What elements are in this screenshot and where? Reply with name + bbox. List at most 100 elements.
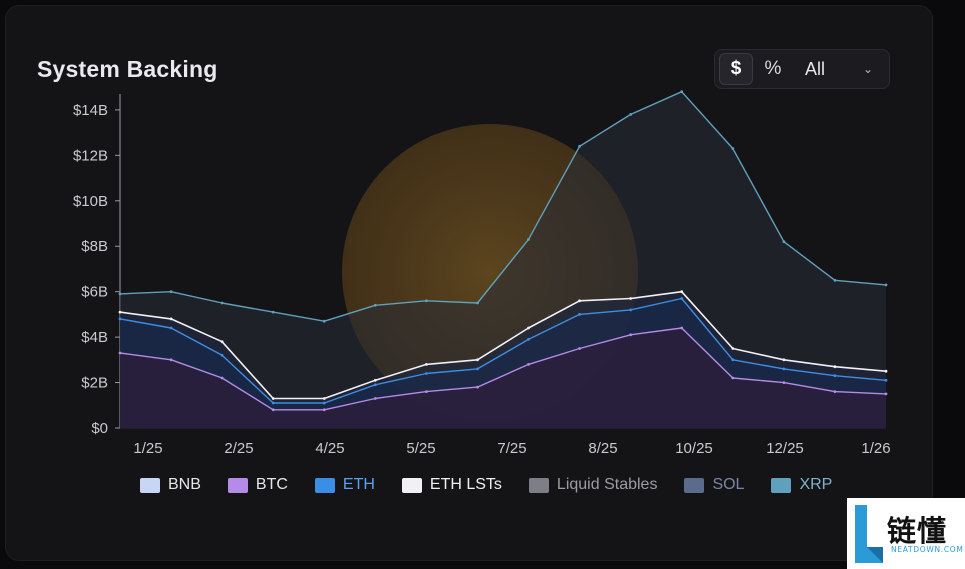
point-eth-lsts: [476, 358, 479, 362]
point-eth-lsts: [731, 347, 735, 350]
legend-label: Liquid Stables: [556, 476, 658, 493]
dollar-toggle-button[interactable]: $: [719, 53, 753, 85]
point-btc: [169, 358, 173, 362]
line-eth: [119, 297, 887, 404]
point-eth: [220, 353, 224, 357]
point-xrp: [731, 147, 735, 150]
point-eth: [373, 383, 377, 387]
logo-text: 链懂: [887, 514, 948, 548]
point-eth: [425, 372, 428, 375]
point-eth-lsts: [782, 358, 786, 362]
legend-item-liquid-stables[interactable]: Liquid Stables: [528, 476, 658, 494]
chart-legend: BNB BTC ETH ETH LSTs Liquid Stables SOL XRP: [140, 476, 832, 494]
y-tick-label: $6B: [81, 284, 108, 301]
y-tick-label: $10B: [73, 193, 108, 210]
point-xrp: [884, 283, 888, 287]
point-xrp: [322, 319, 326, 323]
legend-label: SOL: [712, 476, 745, 493]
legend-item-sol[interactable]: SOL: [684, 476, 744, 494]
point-xrp: [476, 301, 479, 305]
legend-item-btc[interactable]: BTC: [227, 476, 288, 494]
point-btc: [425, 390, 428, 393]
point-eth-lsts: [527, 326, 530, 330]
point-xrp: [220, 301, 224, 305]
point-btc: [629, 333, 633, 337]
point-xrp: [169, 290, 173, 294]
chevron-down-icon: ⌄: [862, 62, 873, 76]
point-eth-lsts: [884, 369, 888, 373]
point-eth: [731, 358, 735, 362]
legend-label: BTC: [255, 476, 288, 493]
point-xrp: [578, 144, 581, 148]
line-xrp: [119, 91, 887, 322]
point-btc: [527, 363, 530, 366]
point-btc: [578, 347, 581, 350]
y-tick-label: $0: [91, 420, 108, 437]
x-tick-label: 10/25: [675, 440, 713, 457]
point-eth-lsts: [118, 310, 122, 314]
legend-item-xrp[interactable]: XRP: [771, 476, 832, 494]
line-btc: [119, 327, 887, 411]
point-btc: [118, 351, 122, 355]
x-tick-label: 7/25: [497, 440, 526, 457]
point-xrp: [271, 310, 275, 314]
logo-mark-icon: [855, 505, 883, 563]
point-eth-lsts: [373, 378, 377, 382]
point-eth-lsts: [169, 317, 173, 321]
point-eth: [527, 338, 530, 341]
legend-item-eth-lsts[interactable]: ETH LSTs: [401, 476, 502, 494]
legend-item-eth[interactable]: ETH: [314, 476, 375, 494]
point-xrp: [118, 292, 122, 296]
point-eth: [833, 374, 837, 378]
x-tick-label: 5/25: [406, 440, 435, 457]
point-eth: [169, 326, 173, 330]
y-tick-label: $2B: [81, 375, 108, 392]
point-xrp: [680, 90, 684, 94]
point-eth: [884, 378, 888, 382]
x-tick-label: 2/25: [224, 440, 253, 457]
chart-controls: $ % All ⌄: [714, 49, 890, 89]
point-eth-lsts: [833, 365, 837, 369]
range-select-value: All: [805, 58, 826, 79]
point-eth: [629, 308, 633, 312]
point-eth-lsts: [322, 397, 326, 400]
x-tick-label: 12/25: [766, 440, 804, 457]
point-btc: [680, 326, 684, 330]
point-eth: [118, 317, 122, 321]
point-btc: [220, 376, 224, 380]
point-eth: [322, 401, 326, 405]
x-tick-label: 1/25: [133, 440, 162, 457]
legend-label: ETH LSTs: [429, 476, 502, 493]
point-btc: [884, 392, 888, 396]
legend-swatch: [140, 477, 160, 493]
y-tick-label: $12B: [73, 147, 108, 164]
point-eth: [680, 297, 684, 300]
legend-swatch: [401, 477, 422, 493]
range-select[interactable]: All ⌄: [793, 53, 885, 85]
point-btc: [271, 408, 275, 412]
point-btc: [833, 390, 837, 393]
point-btc: [782, 381, 786, 384]
point-btc: [731, 376, 735, 380]
legend-label: ETH: [342, 476, 375, 493]
neatdown-logo: 链懂 NEATDOWN.COM: [847, 498, 965, 569]
x-tick-label: 1/26: [861, 440, 890, 457]
legend-swatch: [314, 477, 335, 493]
legend-label: XRP: [799, 476, 833, 493]
point-eth-lsts: [680, 290, 684, 294]
y-tick-label: $14B: [73, 102, 108, 119]
point-btc: [322, 408, 326, 412]
x-tick-label: 4/25: [315, 440, 344, 457]
legend-swatch: [528, 477, 549, 493]
point-eth: [782, 367, 786, 371]
point-eth-lsts: [578, 299, 581, 303]
point-eth: [476, 367, 479, 371]
point-xrp: [833, 278, 837, 282]
legend-item-bnb[interactable]: BNB: [140, 476, 201, 494]
point-btc: [476, 385, 479, 389]
percent-toggle-button[interactable]: %: [764, 58, 782, 79]
point-xrp: [527, 238, 530, 241]
point-eth-lsts: [220, 340, 224, 344]
point-eth: [271, 401, 275, 405]
